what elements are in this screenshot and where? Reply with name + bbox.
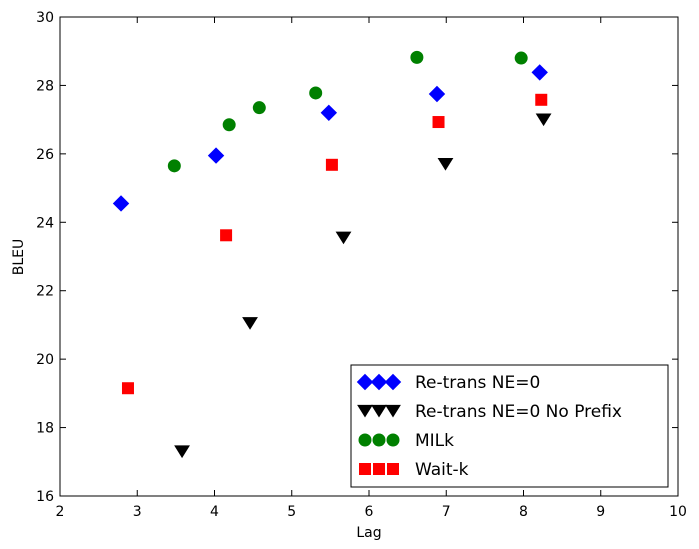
data-point	[320, 104, 338, 122]
legend-marker	[358, 433, 372, 447]
data-point	[222, 118, 236, 132]
data-point	[252, 101, 266, 115]
legend-marker	[387, 463, 399, 475]
data-point	[514, 51, 528, 65]
legend-marker	[371, 404, 387, 418]
legend-label: MILk	[415, 431, 454, 451]
y-tick-label: 24	[36, 215, 54, 231]
legend-box	[350, 364, 669, 488]
legend-label: Re-trans NE=0	[415, 373, 540, 393]
y-tick-label: 20	[36, 352, 54, 368]
series-1	[174, 113, 552, 459]
data-point	[428, 85, 446, 103]
legend-marker	[359, 463, 371, 475]
series-3	[121, 93, 548, 395]
y-tick-label: 18	[36, 421, 54, 437]
legend-label: Wait-k	[415, 460, 469, 480]
series-0	[112, 64, 548, 212]
legend-marker	[386, 433, 400, 447]
data-point	[531, 64, 548, 81]
data-point	[112, 195, 130, 212]
y-tick-label: 26	[36, 147, 54, 163]
legend-label: Re-trans NE=0 No Prefix	[415, 402, 622, 422]
data-point	[432, 116, 445, 129]
y-tick-label: 22	[36, 284, 54, 300]
data-point	[167, 159, 181, 173]
data-point	[309, 86, 323, 100]
legend-entry: Wait-k	[359, 460, 469, 480]
data-point	[220, 229, 233, 242]
legend-marker	[372, 433, 386, 447]
legend-entry: Re-trans NE=0 No Prefix	[357, 402, 622, 422]
data-point	[335, 231, 352, 245]
axis-ticks: 2 3 4 5 6 7 8 9 10 16 18 20 22 24 26 28 30	[36, 10, 687, 520]
x-tick-label: 7	[442, 504, 451, 520]
legend-marker	[356, 373, 374, 391]
data-point	[535, 93, 548, 106]
legend-marker	[370, 373, 388, 391]
data-point	[174, 445, 190, 459]
legend-marker	[357, 404, 373, 418]
x-tick-label: 2	[56, 504, 65, 520]
y-tick-label: 30	[36, 10, 54, 26]
legend-marker	[384, 373, 402, 391]
data-point	[437, 158, 454, 171]
data-points	[112, 50, 552, 459]
y-tick-label: 16	[36, 489, 54, 505]
x-tick-label: 5	[287, 504, 296, 520]
x-tick-label: 10	[669, 504, 687, 520]
legend-marker	[373, 463, 385, 475]
y-axis-label: BLEU	[11, 239, 27, 276]
data-point	[242, 317, 258, 330]
legend-marker	[385, 404, 401, 418]
y-tick-label: 28	[36, 78, 54, 94]
series-2	[167, 50, 528, 173]
x-tick-label: 6	[365, 504, 374, 520]
legend-entry: Re-trans NE=0	[356, 373, 540, 393]
data-point	[325, 158, 338, 171]
data-point	[207, 147, 225, 164]
legend-entry: MILk	[358, 431, 454, 451]
data-point	[121, 382, 134, 395]
data-point	[535, 113, 552, 127]
x-tick-label: 8	[519, 504, 528, 520]
data-point	[410, 50, 424, 64]
x-axis-label: Lag	[356, 525, 381, 541]
legend: Re-trans NE=0 Re-trans NE=0 No Prefix MILk…	[350, 364, 669, 488]
x-tick-label: 4	[210, 504, 219, 520]
x-tick-label: 3	[133, 504, 142, 520]
x-tick-label: 9	[596, 504, 605, 520]
